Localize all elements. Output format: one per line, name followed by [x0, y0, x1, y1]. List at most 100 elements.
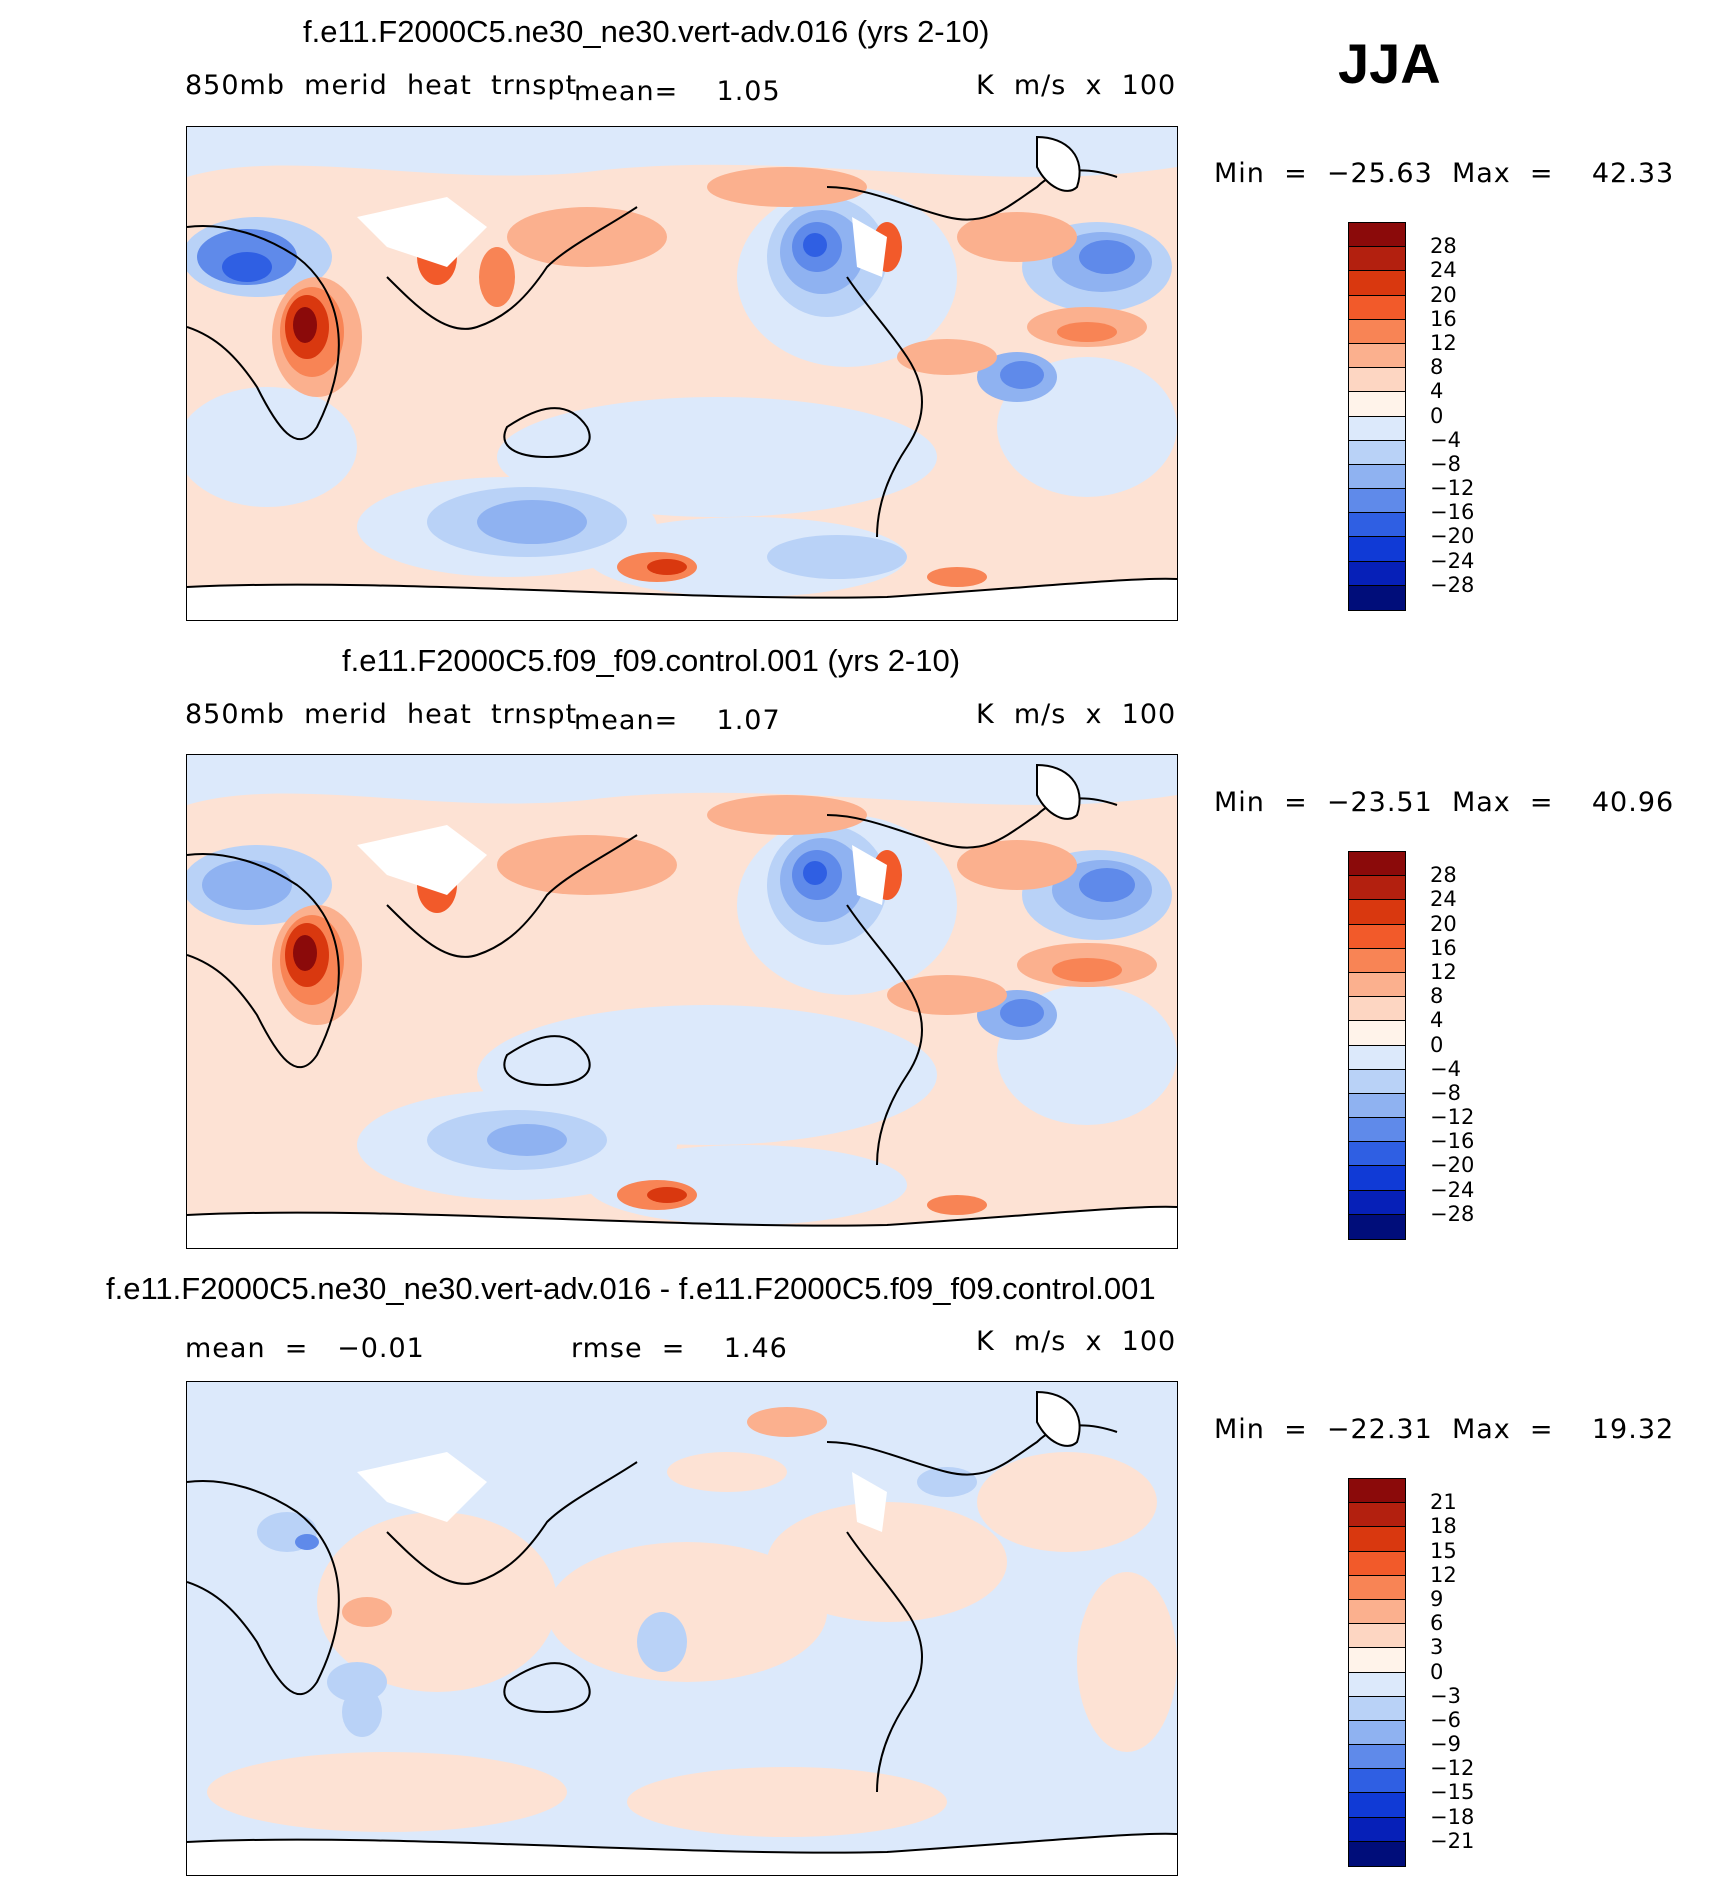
colorbar-tick-label: 12 [1430, 959, 1457, 984]
colorbar-cell [1349, 1624, 1405, 1649]
colorbar-cell [1349, 440, 1405, 465]
colorbar-cell [1349, 1503, 1405, 1528]
colorbar-cell [1349, 852, 1405, 877]
panel-2-variable-label: 850mb merid heat trnspt [185, 699, 578, 730]
colorbar-tick-label: −16 [1430, 500, 1475, 525]
panel-3-colorbar [1348, 1478, 1406, 1867]
colorbar-cell [1349, 900, 1405, 925]
colorbar-tick-label: −8 [1430, 451, 1461, 476]
colorbar-cell [1349, 1214, 1405, 1239]
colorbar-cell [1349, 1672, 1405, 1697]
colorbar-tick-label: 6 [1430, 1611, 1444, 1636]
panel-2-mean-label: mean= 1.07 [574, 705, 781, 736]
panel-2-map-field [187, 755, 1177, 1248]
colorbar-tick-label: 16 [1430, 935, 1457, 960]
season-label: JJA [1338, 32, 1441, 95]
colorbar-cell [1349, 972, 1405, 998]
colorbar-cell [1349, 585, 1405, 610]
panel-3-title: f.e11.F2000C5.ne30_ne30.vert-adv.016 - f… [106, 1271, 1156, 1306]
colorbar-cell [1349, 1817, 1405, 1842]
panel-1-mean-label: mean= 1.05 [574, 76, 781, 107]
colorbar-tick-label: 28 [1430, 234, 1457, 259]
colorbar-cell [1349, 295, 1405, 320]
colorbar-cell [1349, 1551, 1405, 1576]
colorbar-tick-label: −18 [1430, 1804, 1475, 1829]
colorbar-tick-label: 0 [1430, 403, 1444, 428]
panel-3-map-field [187, 1382, 1177, 1875]
panel-3-units-label: K m/s x 100 [976, 1326, 1177, 1357]
colorbar-tick-label: 0 [1430, 1659, 1444, 1684]
colorbar-tick-label: −16 [1430, 1129, 1475, 1154]
colorbar-tick-label: 4 [1430, 1008, 1444, 1033]
colorbar-tick-label: −15 [1430, 1780, 1475, 1805]
colorbar-cell [1349, 513, 1405, 538]
colorbar-tick-label: 0 [1430, 1032, 1444, 1057]
colorbar-tick-label: −12 [1430, 1756, 1475, 1781]
colorbar-cell [1349, 1575, 1405, 1600]
colorbar-cell [1349, 924, 1405, 949]
colorbar-tick-label: −28 [1430, 572, 1475, 597]
colorbar-tick-label: −20 [1430, 1153, 1475, 1178]
colorbar-cell [1349, 489, 1405, 514]
colorbar-cell [1349, 319, 1405, 344]
colorbar-cell [1349, 948, 1405, 973]
panel-3-rmse-label: rmse = 1.46 [571, 1333, 788, 1364]
panel-2-units-label: K m/s x 100 [976, 699, 1177, 730]
colorbar-cell [1349, 464, 1405, 490]
panel-2-colorbar [1348, 851, 1406, 1240]
colorbar-cell [1349, 368, 1405, 393]
colorbar-tick-label: −24 [1430, 548, 1475, 573]
colorbar-tick-label: −24 [1430, 1177, 1475, 1202]
panel-3-minmax: Min = −22.31 Max = 19.32 [1214, 1414, 1675, 1445]
colorbar-cell [1349, 876, 1405, 901]
colorbar-cell [1349, 561, 1405, 586]
colorbar-tick-label: 12 [1430, 330, 1457, 355]
panel-1-variable-label: 850mb merid heat trnspt [185, 70, 578, 101]
colorbar-tick-label: −4 [1430, 1056, 1461, 1081]
colorbar-tick-label: −28 [1430, 1201, 1475, 1226]
colorbar-tick-label: 24 [1430, 887, 1457, 912]
colorbar-tick-label: −9 [1430, 1732, 1461, 1757]
colorbar-cell [1349, 1769, 1405, 1794]
colorbar-cell [1349, 1527, 1405, 1552]
colorbar-cell [1349, 1648, 1405, 1673]
colorbar-tick-label: −12 [1430, 476, 1475, 501]
colorbar-tick-label: 12 [1430, 1562, 1457, 1587]
colorbar-tick-label: 8 [1430, 355, 1444, 380]
colorbar-cell [1349, 1045, 1405, 1070]
colorbar-cell [1349, 343, 1405, 369]
colorbar-tick-label: 24 [1430, 258, 1457, 283]
colorbar-tick-label: 15 [1430, 1538, 1457, 1563]
colorbar-cell [1349, 416, 1405, 441]
colorbar-cell [1349, 392, 1405, 417]
colorbar-tick-label: 21 [1430, 1490, 1457, 1515]
colorbar-cell [1349, 223, 1405, 248]
panel-2-map [186, 754, 1178, 1249]
colorbar-tick-label: 28 [1430, 863, 1457, 888]
colorbar-tick-label: 9 [1430, 1586, 1444, 1611]
panel-1-colorbar [1348, 222, 1406, 611]
panel-1-map [186, 126, 1178, 621]
colorbar-cell [1349, 1142, 1405, 1167]
colorbar-tick-label: −20 [1430, 524, 1475, 549]
colorbar-cell [1349, 1021, 1405, 1046]
colorbar-cell [1349, 997, 1405, 1022]
panel-1-map-field [187, 127, 1177, 620]
colorbar-cell [1349, 1793, 1405, 1818]
colorbar-cell [1349, 1696, 1405, 1721]
colorbar-tick-label: −6 [1430, 1707, 1461, 1732]
colorbar-cell [1349, 1841, 1405, 1866]
colorbar-cell [1349, 1720, 1405, 1746]
colorbar-cell [1349, 1069, 1405, 1094]
colorbar-cell [1349, 1479, 1405, 1504]
colorbar-tick-label: −21 [1430, 1828, 1475, 1853]
colorbar-cell [1349, 1166, 1405, 1191]
panel-3-mean-label: mean = −0.01 [185, 1333, 425, 1364]
panel-1-units-label: K m/s x 100 [976, 70, 1177, 101]
colorbar-tick-label: 20 [1430, 911, 1457, 936]
colorbar-tick-label: 4 [1430, 379, 1444, 404]
colorbar-cell [1349, 1093, 1405, 1119]
colorbar-tick-label: −8 [1430, 1080, 1461, 1105]
colorbar-tick-label: 18 [1430, 1514, 1457, 1539]
panel-2-title: f.e11.F2000C5.f09_f09.control.001 (yrs 2… [342, 643, 961, 678]
